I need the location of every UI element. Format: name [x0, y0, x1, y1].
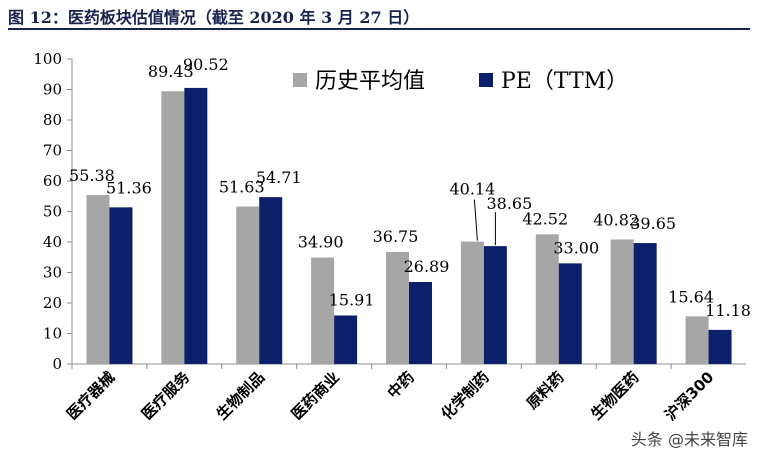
- bar-hist-avg: [685, 316, 709, 364]
- bar-hist-avg: [460, 241, 484, 364]
- data-label: 34.90: [298, 233, 344, 252]
- x-category-label: 化学制药: [438, 368, 493, 423]
- data-label: 89.43: [148, 62, 194, 81]
- bar-pe-ttm: [633, 243, 657, 364]
- y-tick-label: 0: [52, 355, 62, 373]
- bar-pe-ttm: [558, 263, 582, 364]
- data-label: 55.38: [69, 166, 115, 185]
- legend-label: 历史平均值: [315, 69, 425, 94]
- y-tick-label: 100: [33, 50, 62, 68]
- y-tick-label: 50: [43, 203, 62, 221]
- x-category-label: 医疗服务: [138, 367, 194, 423]
- x-category-label: 生物医药: [587, 368, 642, 423]
- data-label: 15.64: [668, 287, 714, 306]
- bar-pe-ttm: [483, 246, 507, 364]
- data-label: 38.65: [486, 194, 532, 213]
- bar-hist-avg: [610, 239, 634, 364]
- legend-swatch: [479, 73, 493, 87]
- data-label: 15.91: [329, 290, 375, 309]
- data-label: 51.63: [219, 178, 265, 197]
- data-label: 90.52: [183, 55, 229, 74]
- bar-pe-ttm: [409, 281, 432, 364]
- data-label: 40.82: [593, 210, 639, 229]
- bar-pe-ttm: [708, 329, 732, 364]
- y-tick-label: 70: [43, 142, 62, 160]
- data-label: 26.89: [404, 257, 450, 276]
- legend-label: PE（TTM）: [501, 69, 628, 94]
- bar-hist-avg: [311, 257, 335, 364]
- bar-pe-ttm: [259, 197, 283, 364]
- bar-hist-avg: [386, 251, 409, 364]
- bar-pe-ttm: [109, 207, 133, 364]
- figure-title: 图 12：医药板块估值情况（截至 2020 年 3 月 27 日）: [8, 8, 420, 27]
- x-category-label: 生物制品: [213, 368, 268, 423]
- x-category-label: 医药商业: [288, 368, 343, 423]
- data-label: 11.18: [705, 301, 751, 320]
- watermark-text: 头条 @未来智库: [630, 430, 748, 449]
- y-tick-label: 90: [43, 81, 62, 99]
- y-tick-label: 10: [43, 325, 62, 343]
- x-category-label: 医疗器械: [63, 368, 118, 423]
- y-tick-label: 30: [43, 264, 62, 282]
- bar-hist-avg: [535, 234, 559, 364]
- bar-hist-avg: [161, 91, 185, 365]
- watermark: 头条 @未来智库: [631, 426, 748, 450]
- data-label: 51.36: [106, 178, 152, 197]
- data-label: 54.71: [256, 168, 302, 187]
- data-label: 40.14: [449, 180, 495, 199]
- data-label: 36.75: [373, 227, 419, 246]
- bar-hist-avg: [236, 206, 260, 364]
- data-label: 33.00: [553, 238, 599, 257]
- x-category-label: 中药: [384, 368, 418, 402]
- legend-swatch: [293, 73, 307, 87]
- y-tick-label: 80: [43, 111, 62, 129]
- y-tick-label: 40: [43, 233, 62, 251]
- leader-line: [473, 199, 478, 241]
- x-category-label: 原料药: [523, 368, 568, 413]
- y-tick-label: 60: [43, 172, 62, 190]
- bar-pe-ttm: [334, 315, 358, 364]
- y-tick-label: 20: [43, 294, 62, 312]
- title-rule: [8, 28, 750, 30]
- data-label: 39.65: [630, 214, 676, 233]
- bar-hist-avg: [86, 195, 110, 364]
- bar-pe-ttm: [184, 87, 208, 364]
- data-label: 42.52: [522, 209, 568, 228]
- x-category-label: 沪深300: [661, 368, 717, 424]
